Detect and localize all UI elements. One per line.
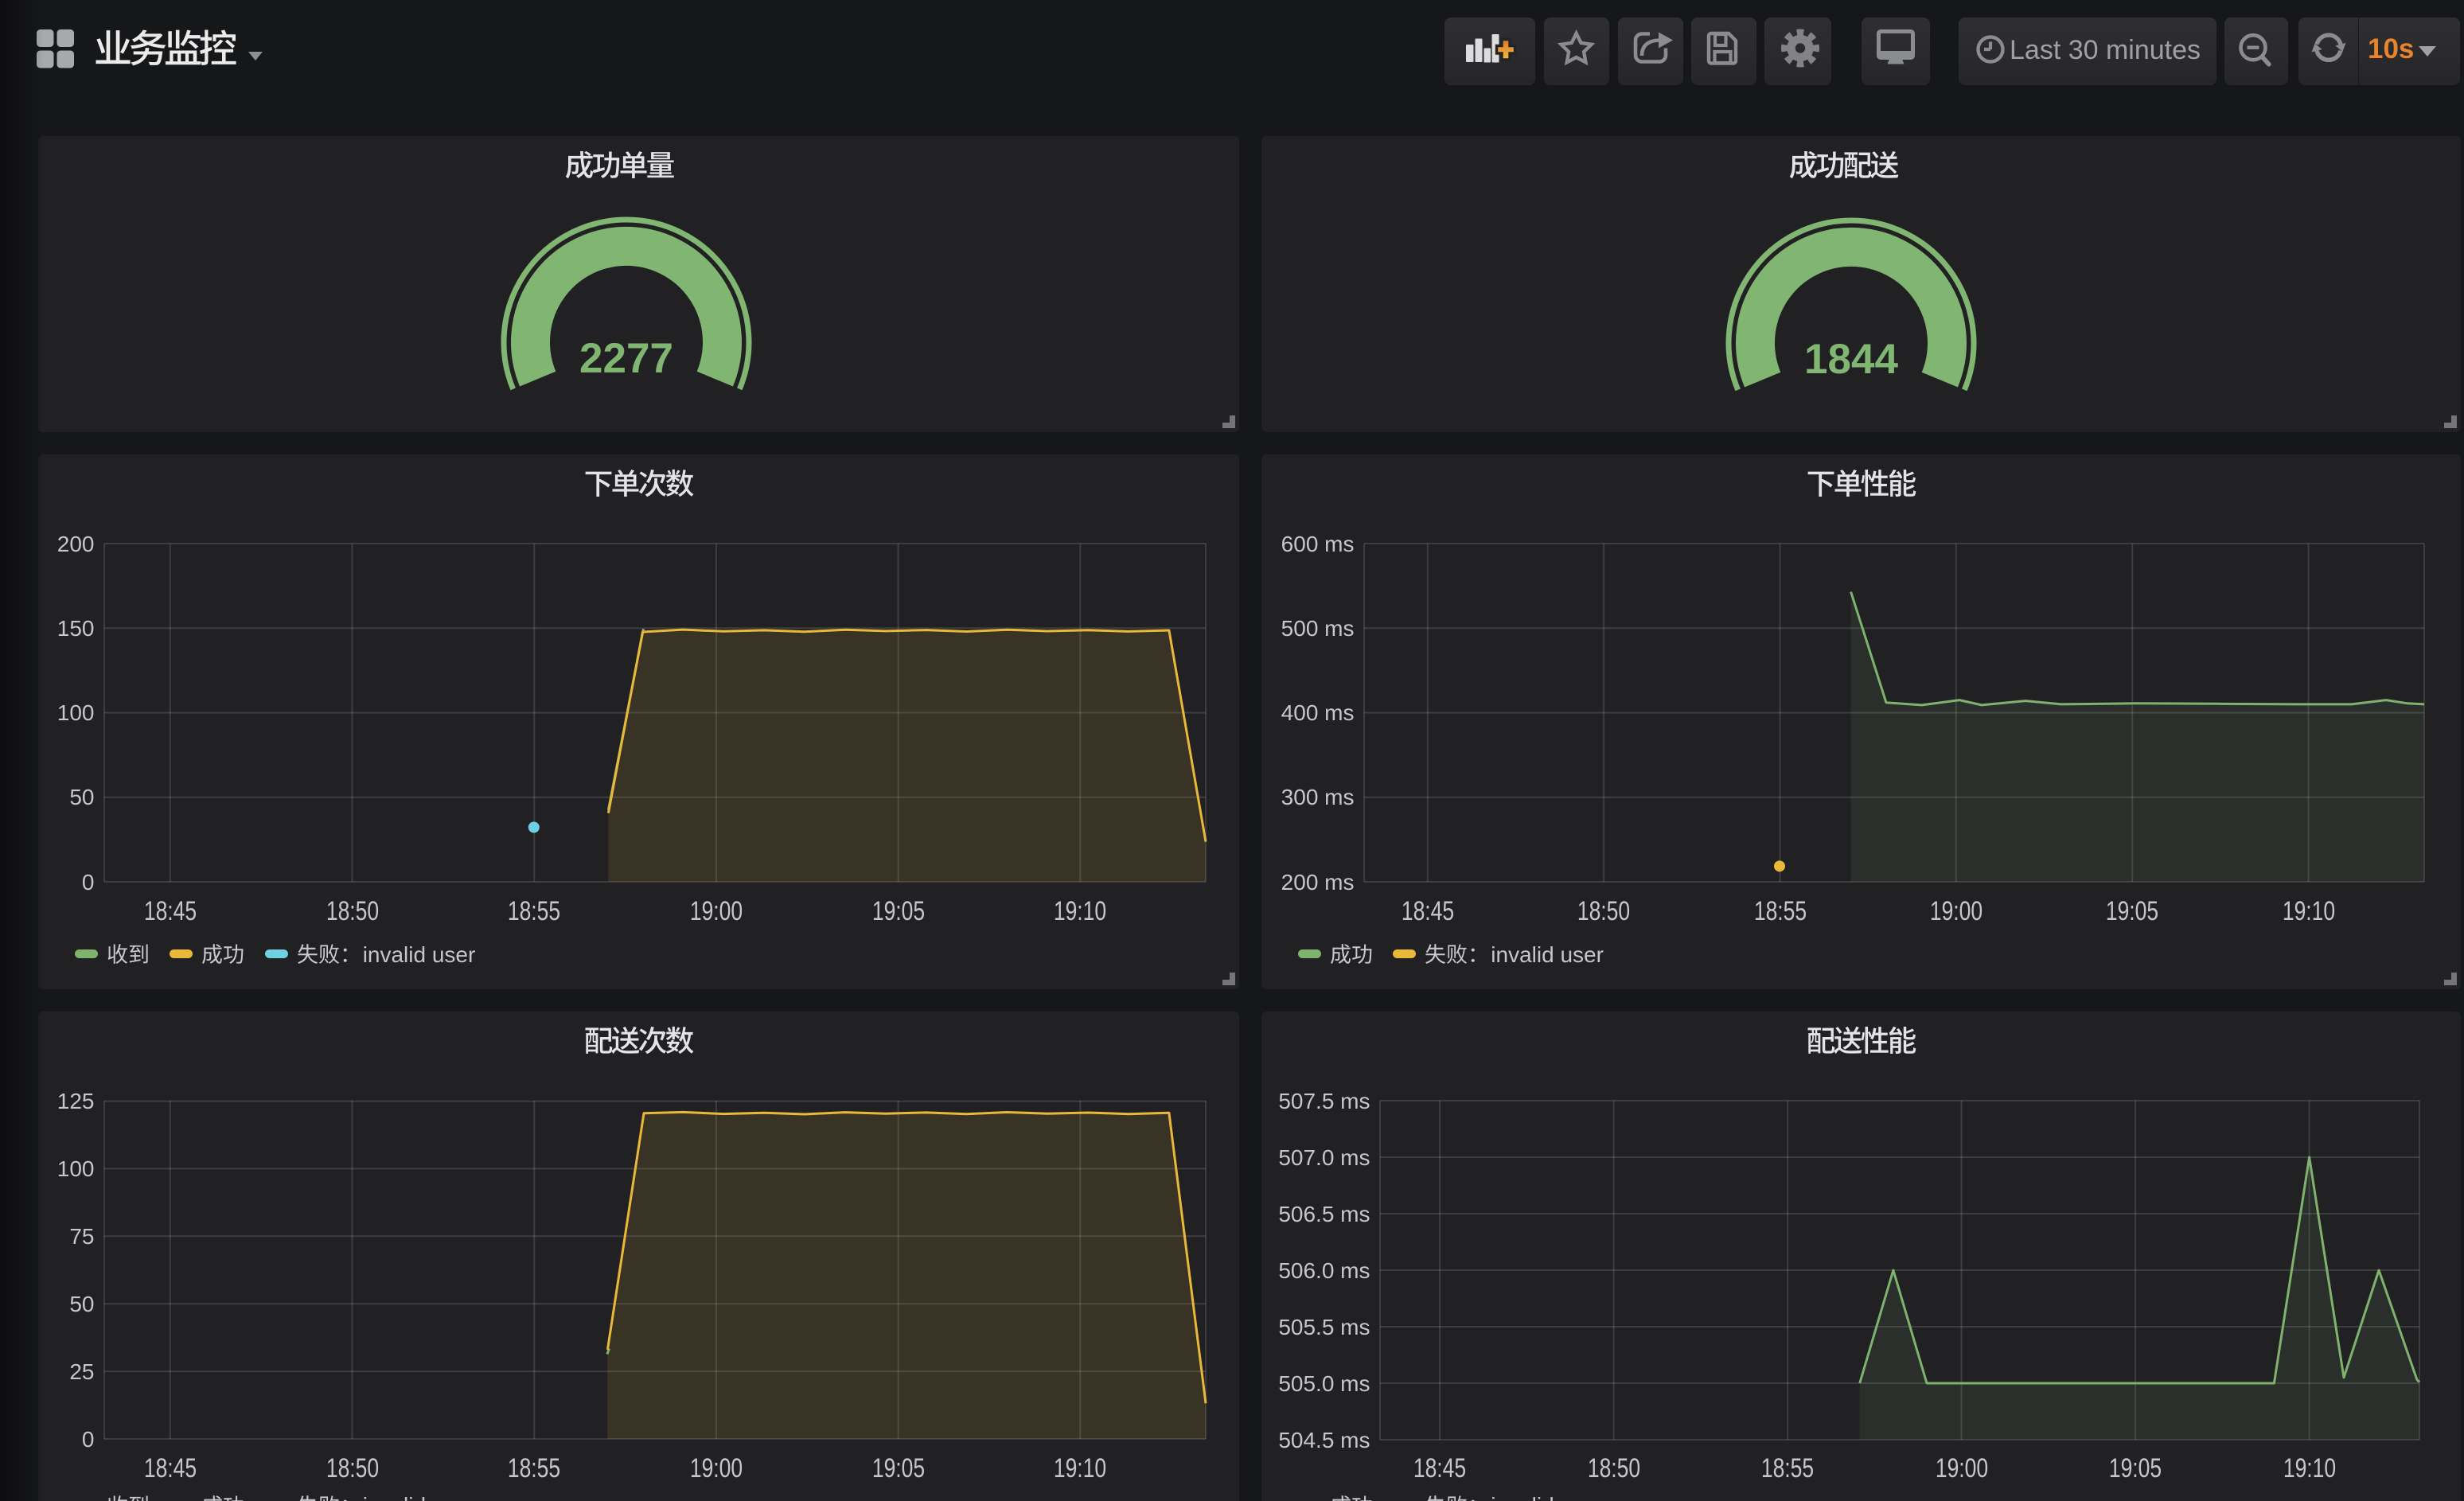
svg-text:1844: 1844 [1804, 336, 1898, 383]
svg-text:2277: 2277 [579, 335, 673, 382]
